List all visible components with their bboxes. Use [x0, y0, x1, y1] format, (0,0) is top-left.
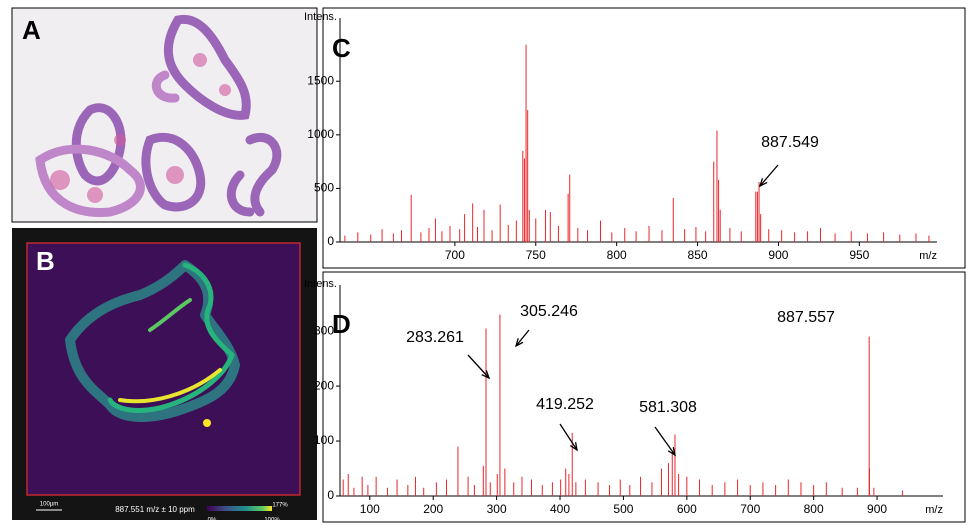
- y-tick-label: 1000: [307, 127, 334, 141]
- peak-annotation: 581.308: [639, 399, 697, 416]
- y-tick-label: 0: [327, 488, 334, 502]
- x-tick-label: 900: [867, 502, 887, 516]
- annotation-arrow: [515, 329, 530, 347]
- x-axis-label: m/z: [919, 250, 937, 262]
- x-tick-label: 100: [360, 502, 380, 516]
- peak-annotation: 283.261: [406, 329, 464, 346]
- y-axis-label: Intens.: [304, 278, 337, 290]
- colorbar-label: 0%: [208, 518, 217, 524]
- y-tick-label: 0: [327, 234, 334, 248]
- annotation-arrow: [559, 423, 578, 451]
- annotation-arrow: [759, 164, 779, 187]
- tissue-spots: [50, 53, 231, 203]
- colorbar-label: 100%: [264, 518, 280, 524]
- y-tick-label: 500: [314, 181, 334, 195]
- annotation-arrowhead: [481, 370, 491, 380]
- ion-caption: 887.551 m/z ± 10 ppm: [115, 505, 195, 514]
- y-axis-label: Intens.: [304, 11, 337, 23]
- panel-b: 100µm 887.551 m/z ± 10 ppm 0% 100% 177% …: [12, 228, 317, 524]
- y-tick-label: 300: [314, 323, 334, 337]
- y-tick-label: 100: [314, 433, 334, 447]
- x-tick-label: 900: [768, 248, 788, 262]
- x-tick-label: 700: [740, 502, 760, 516]
- x-tick-label: 750: [526, 248, 546, 262]
- y-tick-label: 1500: [307, 73, 334, 87]
- panel-frame: [11, 7, 318, 223]
- peak-annotation: 887.549: [761, 134, 819, 151]
- x-tick-label: 400: [550, 502, 570, 516]
- panel-label: A: [22, 15, 41, 45]
- ion-signal: [65, 260, 240, 427]
- colorbar-label: 177%: [272, 503, 288, 509]
- x-tick-label: 850: [688, 248, 708, 262]
- x-tick-label: 200: [423, 502, 443, 516]
- peak-annotation: 305.246: [520, 303, 578, 320]
- annotation-arrowhead: [758, 178, 768, 188]
- x-axis-label: m/z: [925, 504, 943, 516]
- colorbar: [207, 506, 272, 511]
- x-tick-label: 800: [804, 502, 824, 516]
- annotation-arrowhead: [514, 338, 524, 348]
- panel-label: B: [36, 246, 55, 276]
- x-tick-label: 600: [677, 502, 697, 516]
- panel-label: D: [332, 309, 351, 339]
- panel-a: A: [11, 7, 318, 223]
- x-tick-label: 300: [487, 502, 507, 516]
- peak-annotation: 419.252: [536, 396, 594, 413]
- annotation-arrow: [654, 426, 676, 456]
- annotation-arrow: [467, 354, 490, 379]
- x-tick-label: 700: [445, 248, 465, 262]
- panel-frame: [322, 271, 966, 523]
- y-tick-label: 200: [314, 378, 334, 392]
- panel-label: C: [332, 33, 351, 63]
- peak-annotation: 887.557: [777, 309, 835, 326]
- panel-frame: [322, 7, 966, 269]
- tissue: [35, 14, 282, 217]
- scale-bar-label: 100µm: [40, 502, 58, 508]
- annotation-arrowhead: [667, 447, 676, 457]
- annotation-arrowhead: [569, 442, 578, 452]
- x-tick-label: 950: [849, 248, 869, 262]
- x-tick-label: 800: [607, 248, 627, 262]
- x-tick-label: 500: [613, 502, 633, 516]
